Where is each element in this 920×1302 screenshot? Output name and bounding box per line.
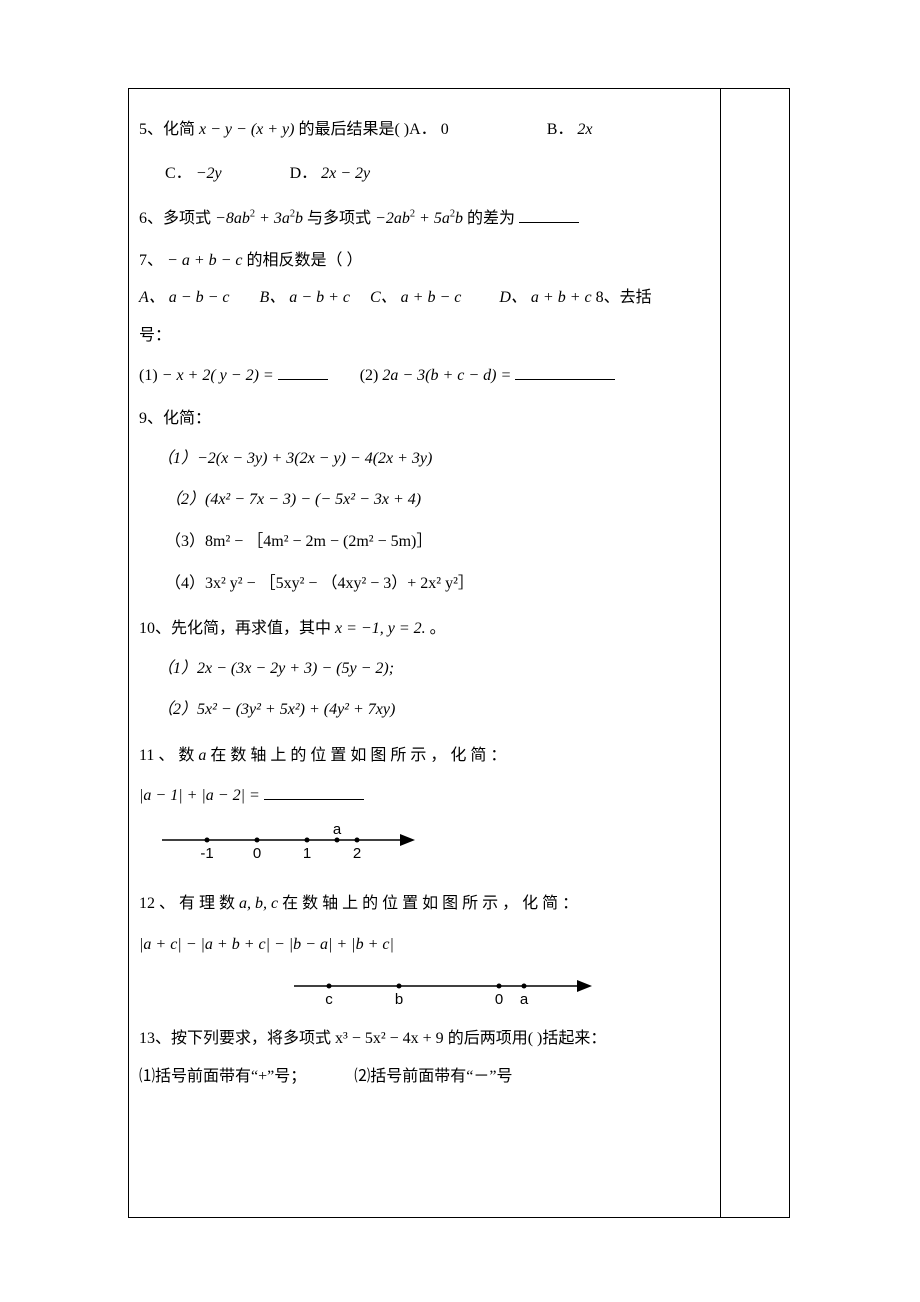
q11-a: a <box>198 747 206 764</box>
q10-suf: 。 <box>430 620 446 637</box>
q6-prefix: 6、多项式 <box>139 210 211 227</box>
q11-number-line: -1 0 1 2 a <box>139 820 712 877</box>
page: 5、化简 x − y − (x + y) 的最后结果是( )A． 0 B． 2x… <box>0 0 920 1302</box>
number-line-2: c b 0 a <box>289 970 599 1014</box>
q11-expr: |a − 1| + |a − 2| = <box>139 787 260 804</box>
q6-m3: + 5a <box>415 210 450 227</box>
q11-pre: 11 、 数 <box>139 747 198 764</box>
q7-suf: 的相反数是（ ） <box>247 252 363 269</box>
content-frame: 5、化简 x − y − (x + y) 的最后结果是( )A． 0 B． 2x… <box>128 88 790 1218</box>
q13-p2: ⑵括号前面带有“－”号 <box>354 1068 512 1085</box>
q5-optD: 2x − 2y <box>321 165 370 182</box>
tick-2: 2 <box>353 845 361 862</box>
q8-p1e: − x + 2( y − 2) = <box>162 367 274 384</box>
q7-D-lbl: D、 <box>499 289 527 306</box>
number-line-1: -1 0 1 2 a <box>157 820 427 868</box>
q5-suffix: 的最后结果是( )A． <box>298 121 436 138</box>
question-5-line2: C． −2y D． 2x − 2y <box>139 161 712 187</box>
question-11-head: 11 、 数 a 在 数 轴 上 的 位 置 如 图 所 示 ， 化 简 ： <box>139 743 712 769</box>
q6-suffix: 的差为 <box>467 210 515 227</box>
q9-p4: （4）3x² y² − ［5xy² − （4xy² − 3）+ 2x² y²］ <box>139 571 712 597</box>
tick-0: 0 <box>253 845 261 862</box>
q12-number-line: c b 0 a <box>139 970 712 1023</box>
q12-expr: |a + c| − |a + b + c| − |b − a| + |b + c… <box>139 932 712 958</box>
label-b: b <box>395 991 403 1008</box>
q13-suf: 的后两项用( )括起来： <box>448 1030 607 1047</box>
q6-mid: 与多项式 <box>307 210 371 227</box>
question-7: 7、 − a + b − c 的相反数是（ ） <box>139 248 712 274</box>
q7-C-lbl: C、 <box>370 289 397 306</box>
tick-1: 1 <box>303 845 311 862</box>
q7-expr: − a + b − c <box>167 252 243 269</box>
label-0: 0 <box>495 991 503 1008</box>
q5-expr: x − y − (x + y) <box>199 121 294 138</box>
q8-tail-line2: 号： <box>139 323 712 349</box>
q6-blank <box>519 208 579 223</box>
q6-m2: b <box>295 210 303 227</box>
q8-blank1 <box>278 364 328 379</box>
q5-b-label: B． <box>547 121 574 138</box>
q11-suf: 在 数 轴 上 的 位 置 如 图 所 示 ， 化 简 ： <box>210 747 506 764</box>
label-c: c <box>325 991 333 1008</box>
q11-expr-line: |a − 1| + |a − 2| = <box>139 783 712 809</box>
q13-p1: ⑴括号前面带有“+”号； <box>139 1068 306 1085</box>
q9-p2: （2）(4x² − 7x − 3) − (− 5x² − 3x + 4) <box>139 487 712 513</box>
q7-A: a − b − c <box>169 289 230 306</box>
q5-prefix: 5、化简 <box>139 121 195 138</box>
question-5: 5、化简 x − y − (x + y) 的最后结果是( )A． 0 B． 2x <box>139 117 712 143</box>
q8-p1l: (1) <box>139 367 158 384</box>
q6-e2: −2ab <box>375 210 410 227</box>
question-10-head: 10、先化简，再求值，其中 x = −1, y = 2. 。 <box>139 616 712 642</box>
q7-C: a + b − c <box>401 289 462 306</box>
question-12-head: 12 、 有 理 数 a, b, c 在 数 轴 上 的 位 置 如 图 所 示… <box>139 891 712 917</box>
q10-p1: （1）2x − (3x − 2y + 3) − (5y − 2); <box>139 656 712 682</box>
q7-A-lbl: A、 <box>139 289 165 306</box>
q10-expr: x = −1, y = 2. <box>335 620 426 637</box>
question-13-parts: ⑴括号前面带有“+”号； ⑵括号前面带有“－”号 <box>139 1064 712 1090</box>
label-a: a <box>333 821 342 838</box>
q13-pre: 13、按下列要求，将多项式 <box>139 1030 335 1047</box>
question-6: 6、多项式 −8ab2 + 3a2b 与多项式 −2ab2 + 5a2b 的差为 <box>139 206 712 232</box>
q8-tail2: 号： <box>139 327 171 344</box>
q7-B-lbl: B、 <box>259 289 285 306</box>
q5-optC: −2y <box>196 165 222 182</box>
q5-optB: 2x <box>577 121 592 138</box>
q6-m1: + 3a <box>255 210 290 227</box>
q10-p2: （2）5x² − (3y² + 5x²) + (4y² + 7xy) <box>139 697 712 723</box>
label-a2: a <box>520 991 529 1008</box>
tick-neg1: -1 <box>200 845 213 862</box>
q9-p3: （3）8m² − ［4m² − 2m − (2m² − 5m)］ <box>139 529 712 555</box>
q9-p1: （1）−2(x − 3y) + 3(2x − y) − 4(2x + 3y) <box>139 446 712 472</box>
q7-pre: 7、 <box>139 252 163 269</box>
q7-D: a + b + c <box>531 289 592 306</box>
q8-blank2 <box>515 364 615 379</box>
question-7-opts: A、 a − b − c B、 a − b + c C、 a + b − c D… <box>139 285 712 311</box>
q11-blank <box>264 784 364 799</box>
q8-tail: 8、去括 <box>596 289 652 306</box>
q13-expr: x³ − 5x² − 4x + 9 <box>335 1030 444 1047</box>
q6-e1: −8ab <box>215 210 250 227</box>
q12-pre: 12 、 有 理 数 <box>139 895 239 912</box>
q12-suf: 在 数 轴 上 的 位 置 如 图 所 示 ， 化 简 ： <box>282 895 578 912</box>
vertical-divider <box>720 89 721 1217</box>
q8-p2e: 2a − 3(b + c − d) = <box>382 367 511 384</box>
q5-c-label: C． <box>165 165 192 182</box>
content-area: 5、化简 x − y − (x + y) 的最后结果是( )A． 0 B． 2x… <box>129 89 720 1112</box>
q10-pre: 10、先化简，再求值，其中 <box>139 620 331 637</box>
q5-d-label: D． <box>290 165 318 182</box>
question-13-head: 13、按下列要求，将多项式 x³ − 5x² − 4x + 9 的后两项用( )… <box>139 1026 712 1052</box>
q6-m4: b <box>455 210 463 227</box>
q12-abc: a, b, c <box>239 895 278 912</box>
question-8: (1) − x + 2( y − 2) = (2) 2a − 3(b + c −… <box>139 363 712 389</box>
q5-optA: 0 <box>441 121 449 138</box>
q8-p2l: (2) <box>360 367 379 384</box>
question-9-head: 9、化简： <box>139 406 712 432</box>
q7-B: a − b + c <box>289 289 350 306</box>
